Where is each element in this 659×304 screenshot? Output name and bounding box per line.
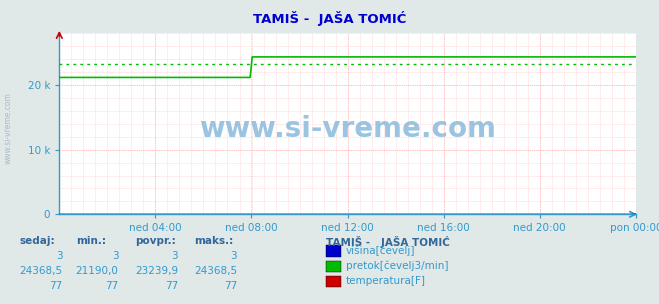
Text: 77: 77	[105, 281, 119, 291]
Text: 77: 77	[165, 281, 178, 291]
Text: maks.:: maks.:	[194, 236, 234, 246]
Text: www.si-vreme.com: www.si-vreme.com	[3, 92, 13, 164]
Text: 24368,5: 24368,5	[194, 266, 237, 276]
Text: višina[čevelj]: višina[čevelj]	[346, 246, 415, 256]
Text: 23239,9: 23239,9	[135, 266, 178, 276]
Text: min.:: min.:	[76, 236, 106, 246]
Text: www.si-vreme.com: www.si-vreme.com	[199, 115, 496, 143]
Text: TAMIŠ -  JAŠA TOMIĆ: TAMIŠ - JAŠA TOMIĆ	[253, 11, 406, 26]
Text: povpr.:: povpr.:	[135, 236, 176, 246]
Text: sedaj:: sedaj:	[20, 236, 55, 246]
Text: pretok[čevelj3/min]: pretok[čevelj3/min]	[346, 261, 449, 271]
Text: 3: 3	[112, 251, 119, 261]
Text: TAMIŠ -   JAŠA TOMIĆ: TAMIŠ - JAŠA TOMIĆ	[326, 236, 450, 247]
Text: 77: 77	[224, 281, 237, 291]
Text: 21190,0: 21190,0	[76, 266, 119, 276]
Text: temperatura[F]: temperatura[F]	[346, 276, 426, 286]
Text: 24368,5: 24368,5	[20, 266, 63, 276]
Text: 3: 3	[171, 251, 178, 261]
Text: 77: 77	[49, 281, 63, 291]
Text: 3: 3	[231, 251, 237, 261]
Text: 3: 3	[56, 251, 63, 261]
